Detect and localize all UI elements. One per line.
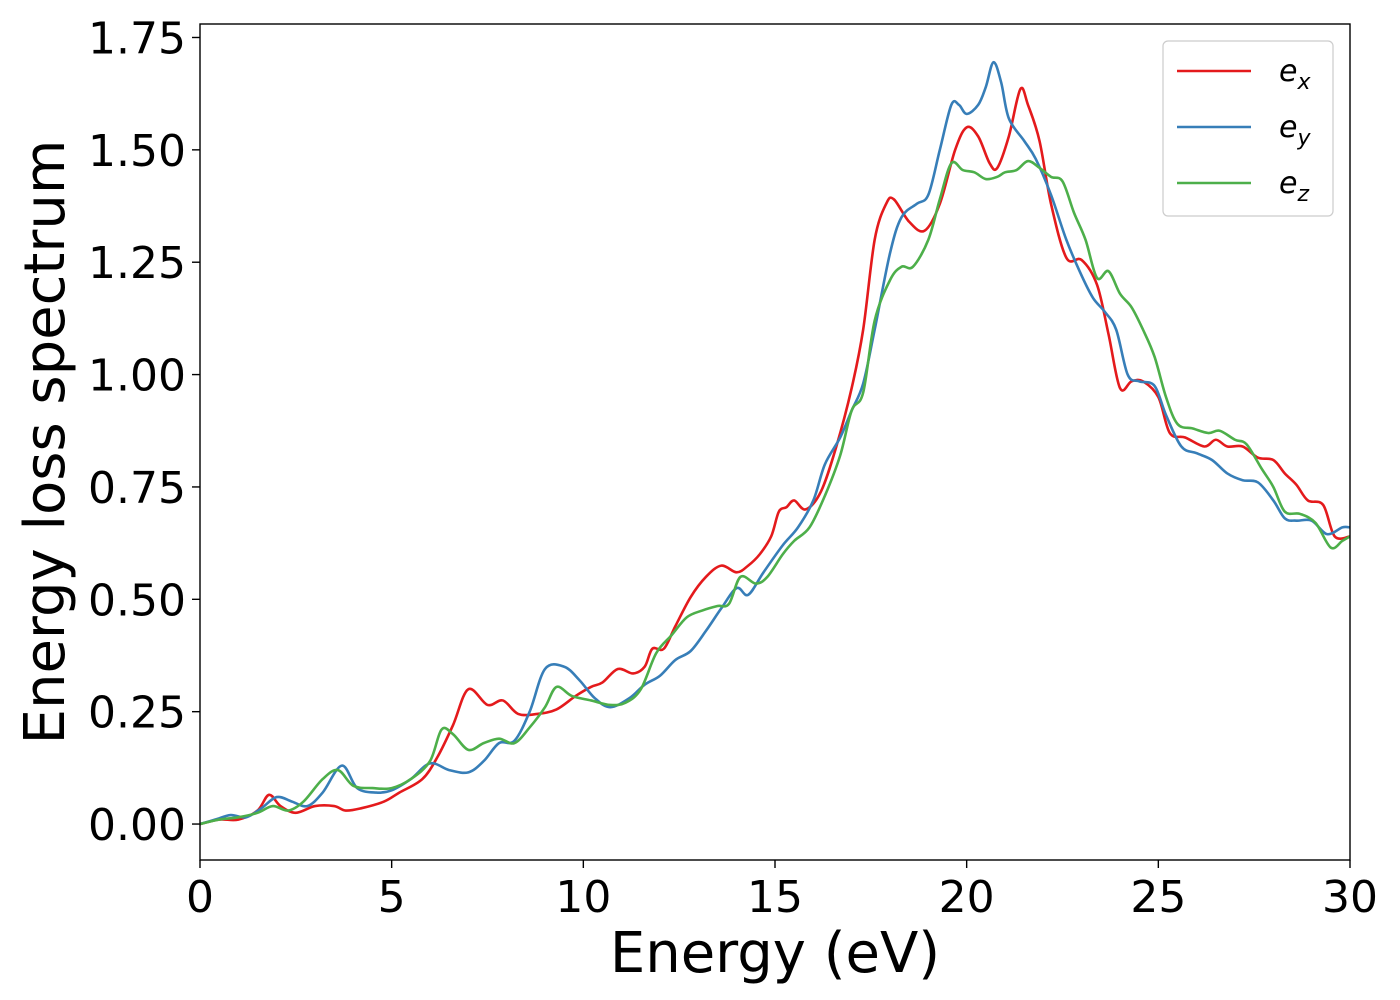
x-tick-label: 10 [555, 872, 611, 923]
y-tick-label: 0.75 [88, 463, 186, 514]
legend-label-z: ez [1279, 166, 1309, 207]
x-axis-title: Energy (eV) [610, 921, 940, 986]
legend-box [1162, 40, 1334, 217]
axis-ticks: 0 5 10 15 20 25 30 0.00 0.25 0.50 0.75 1.00 1.25 1.50… [88, 13, 1378, 923]
y-tick-label: 0.25 [88, 688, 186, 739]
x-tick-label: 20 [939, 872, 995, 923]
x-tick-label: 15 [747, 872, 803, 923]
y-tick-label: 0.50 [88, 575, 186, 626]
y-tick-label: 1.25 [88, 238, 186, 289]
x-tick-label: 25 [1130, 872, 1186, 923]
legend-label-y: ey [1279, 110, 1311, 151]
y-axis-title: Energy loss spectrum [13, 140, 78, 745]
legend: ex ey ez [1162, 40, 1334, 217]
y-tick-label: 1.75 [88, 13, 186, 64]
y-tick-label: 0.00 [88, 800, 186, 851]
x-tick-label: 0 [186, 872, 214, 923]
y-tick-label: 1.00 [88, 351, 186, 402]
y-tick-label: 1.50 [88, 126, 186, 177]
series-lines [200, 60, 1350, 826]
series-line-z [200, 159, 1350, 826]
legend-label-x: ex [1279, 54, 1311, 95]
x-tick-label: 30 [1322, 872, 1378, 923]
x-tick-label: 5 [378, 872, 406, 923]
